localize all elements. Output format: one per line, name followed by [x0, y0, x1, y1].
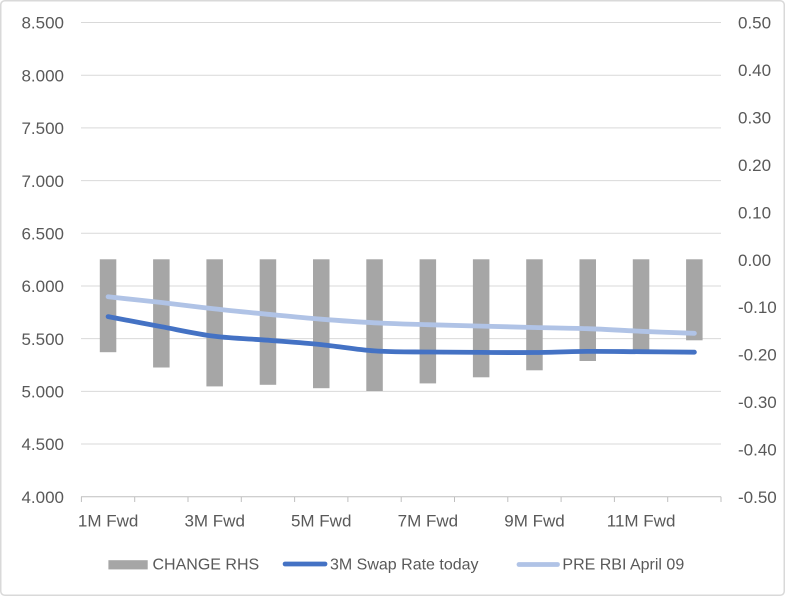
svg-text:5M Fwd: 5M Fwd [291, 512, 351, 531]
svg-text:5.500: 5.500 [21, 330, 64, 349]
svg-text:3M Fwd: 3M Fwd [184, 512, 244, 531]
svg-text:-0.20: -0.20 [738, 346, 777, 365]
svg-text:CHANGE RHS: CHANGE RHS [153, 556, 260, 573]
svg-text:8.500: 8.500 [21, 14, 64, 33]
svg-text:7M Fwd: 7M Fwd [398, 512, 458, 531]
svg-text:0.50: 0.50 [738, 14, 771, 33]
svg-text:-0.40: -0.40 [738, 441, 777, 460]
svg-text:11M Fwd: 11M Fwd [607, 512, 676, 531]
svg-text:-0.10: -0.10 [738, 298, 777, 317]
svg-text:1M Fwd: 1M Fwd [78, 512, 138, 531]
svg-text:0.20: 0.20 [738, 156, 771, 175]
svg-text:7.000: 7.000 [21, 172, 64, 191]
svg-text:3M Swap Rate today: 3M Swap Rate today [330, 556, 479, 573]
svg-text:-0.30: -0.30 [738, 393, 777, 412]
svg-text:8.000: 8.000 [21, 66, 64, 85]
svg-text:7.500: 7.500 [21, 119, 64, 138]
svg-text:5.000: 5.000 [21, 383, 64, 402]
svg-text:0.30: 0.30 [738, 109, 771, 128]
svg-text:-0.50: -0.50 [738, 488, 777, 507]
svg-text:0.10: 0.10 [738, 203, 771, 222]
svg-text:9M Fwd: 9M Fwd [504, 512, 564, 531]
svg-text:4.000: 4.000 [21, 488, 64, 507]
svg-text:4.500: 4.500 [21, 435, 64, 454]
svg-text:PRE RBI April 09: PRE RBI April 09 [562, 556, 684, 573]
svg-text:0.00: 0.00 [738, 251, 771, 270]
svg-text:0.40: 0.40 [738, 61, 771, 80]
svg-text:6.000: 6.000 [21, 277, 64, 296]
svg-text:6.500: 6.500 [21, 225, 64, 244]
